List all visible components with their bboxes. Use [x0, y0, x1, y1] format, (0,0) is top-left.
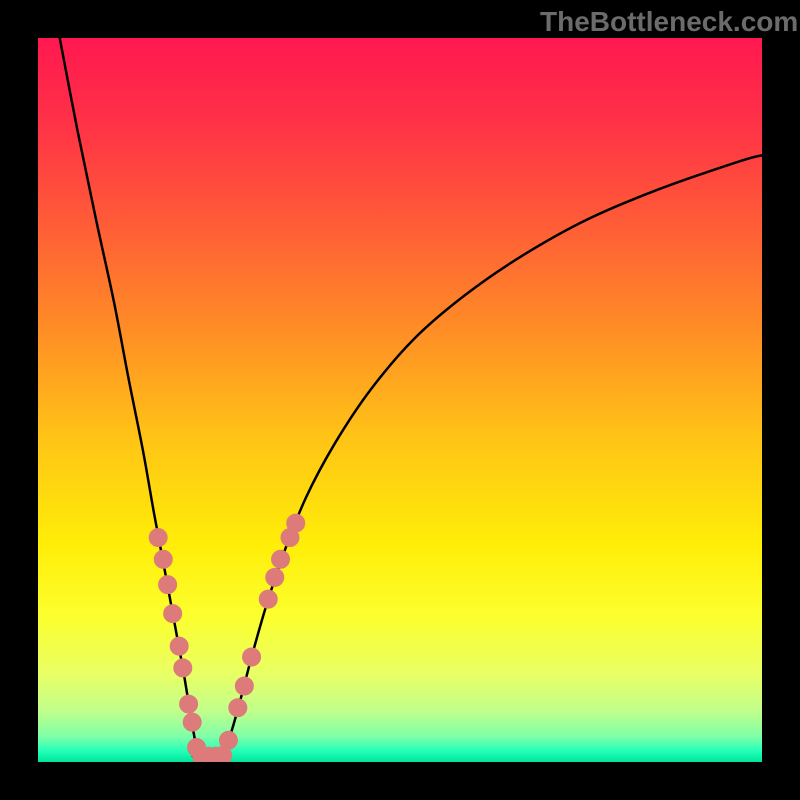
data-marker — [159, 576, 177, 594]
data-marker — [180, 695, 198, 713]
data-marker — [235, 677, 253, 695]
data-marker — [266, 568, 284, 586]
chart-background — [38, 38, 762, 762]
data-marker — [174, 659, 192, 677]
data-marker — [259, 590, 277, 608]
chart-frame — [38, 38, 762, 762]
data-marker — [229, 699, 247, 717]
data-marker — [170, 637, 188, 655]
data-marker — [219, 731, 237, 749]
data-marker — [272, 550, 290, 568]
data-marker — [243, 648, 261, 666]
data-marker — [164, 605, 182, 623]
data-marker — [287, 514, 305, 532]
data-marker — [149, 529, 167, 547]
data-marker — [183, 713, 201, 731]
watermark-text: TheBottleneck.com — [540, 6, 798, 38]
bottleneck-curve-chart — [38, 38, 762, 762]
data-marker — [154, 550, 172, 568]
